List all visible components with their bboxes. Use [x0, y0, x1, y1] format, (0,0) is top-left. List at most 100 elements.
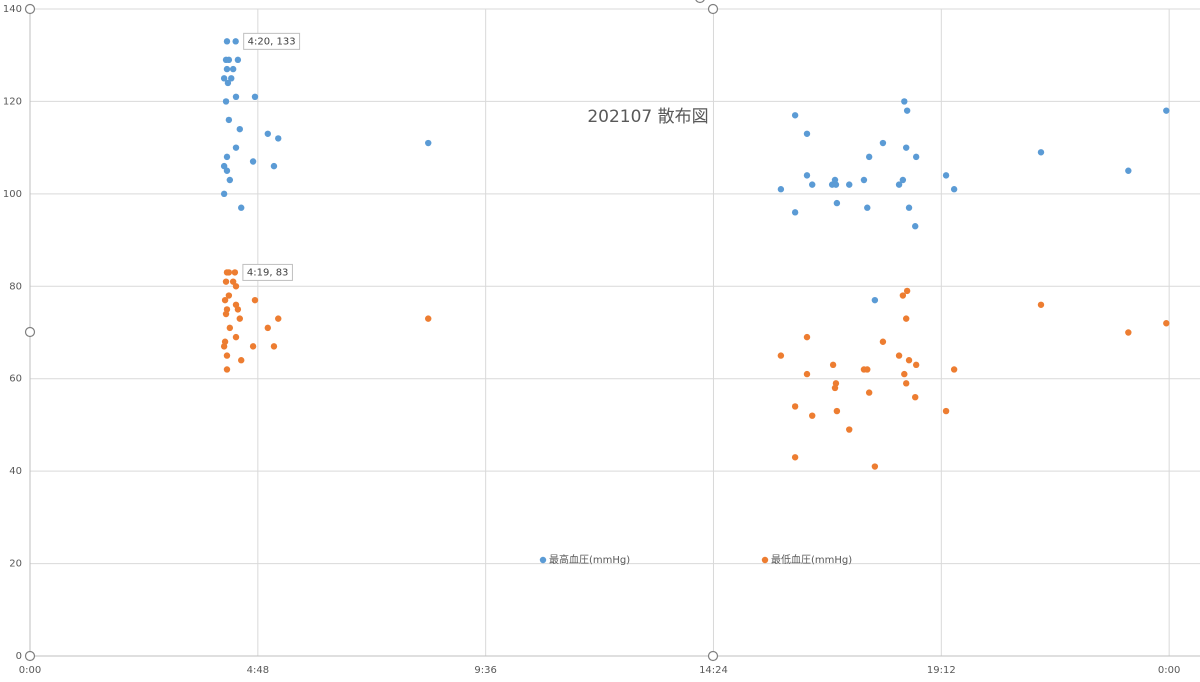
- handle[interactable]: [695, 0, 705, 4]
- point: [899, 292, 907, 299]
- point: [223, 167, 231, 174]
- point: [791, 403, 799, 410]
- x-tick-label: 9:36: [474, 665, 496, 676]
- handle[interactable]: [24, 326, 36, 338]
- point: [226, 176, 234, 184]
- point: [220, 162, 228, 170]
- point: [903, 287, 911, 295]
- point: [833, 199, 841, 207]
- y-tick-label: 40: [9, 466, 22, 477]
- point: [950, 366, 958, 373]
- legend-item: 最高血圧(mmHg): [539, 553, 630, 566]
- handle[interactable]: [707, 3, 719, 15]
- point: [809, 181, 816, 188]
- point: [905, 204, 913, 211]
- point: [249, 343, 257, 350]
- point: [251, 93, 259, 101]
- point: [1037, 149, 1045, 156]
- point: [803, 370, 811, 378]
- point: [224, 79, 232, 87]
- point: [220, 343, 228, 350]
- point: [901, 98, 908, 105]
- point: [902, 144, 910, 151]
- annotation-text: 4:20, 133: [248, 36, 296, 47]
- point: [832, 181, 840, 188]
- x-tick-label: 0:00: [1158, 665, 1180, 676]
- point: [223, 366, 231, 373]
- point: [1163, 320, 1170, 327]
- point: [425, 315, 432, 322]
- annotation: 4:19, 83: [242, 263, 293, 281]
- point: [223, 65, 231, 73]
- x-tick-label: 0:00: [19, 665, 41, 676]
- point: [223, 352, 231, 359]
- legend-label: 最低血圧(mmHg): [771, 553, 852, 566]
- point: [220, 190, 228, 198]
- y-tick-label: 120: [3, 96, 22, 107]
- handle[interactable]: [707, 650, 719, 662]
- legend-item: 最低血圧(mmHg): [761, 553, 852, 566]
- x-tick-label: 19:12: [927, 665, 956, 676]
- point: [871, 296, 879, 304]
- point: [902, 315, 910, 322]
- legend-marker: [539, 556, 547, 564]
- marks: [220, 38, 1170, 470]
- point: [1037, 301, 1045, 308]
- point: [425, 139, 432, 147]
- point: [879, 338, 887, 345]
- x-tick-label: 4:48: [247, 665, 269, 676]
- point: [791, 454, 799, 461]
- point: [1125, 329, 1132, 336]
- point: [238, 204, 245, 211]
- point: [902, 380, 910, 387]
- point: [220, 75, 228, 82]
- point: [1125, 167, 1132, 174]
- point: [791, 112, 799, 119]
- point: [234, 306, 242, 313]
- point: [777, 186, 785, 193]
- point: [236, 315, 243, 322]
- point: [222, 98, 230, 105]
- handle[interactable]: [24, 3, 36, 15]
- point: [895, 352, 903, 359]
- point: [249, 158, 257, 165]
- point: [903, 107, 911, 114]
- point: [833, 407, 841, 415]
- point: [270, 162, 278, 170]
- point: [809, 412, 816, 419]
- point: [899, 176, 907, 184]
- point: [232, 333, 240, 341]
- legend-label: 最高血圧(mmHg): [549, 553, 630, 566]
- point: [232, 38, 239, 45]
- point: [221, 296, 229, 304]
- point: [228, 75, 235, 82]
- point: [912, 223, 919, 230]
- point: [912, 361, 920, 369]
- y-tick-label: 80: [9, 281, 22, 292]
- point: [225, 269, 233, 276]
- point: [791, 209, 799, 216]
- point: [950, 186, 958, 193]
- point: [864, 366, 871, 373]
- point: [229, 65, 237, 73]
- point: [831, 384, 839, 392]
- point: [223, 38, 231, 45]
- y-tick-label: 60: [9, 374, 22, 385]
- point: [1163, 107, 1170, 114]
- point: [846, 426, 853, 433]
- x-tick-label: 14:24: [699, 665, 728, 676]
- annotation-box: [242, 263, 293, 281]
- point: [229, 278, 237, 285]
- y-tick-label: 0: [16, 651, 22, 662]
- point: [777, 352, 785, 359]
- chart-title: 202107 散布図: [587, 107, 708, 127]
- point: [231, 269, 239, 276]
- point: [860, 176, 868, 184]
- point: [865, 389, 873, 396]
- point: [846, 181, 853, 188]
- point: [912, 153, 920, 161]
- point: [275, 315, 282, 322]
- handle[interactable]: [24, 650, 36, 662]
- point: [232, 283, 240, 290]
